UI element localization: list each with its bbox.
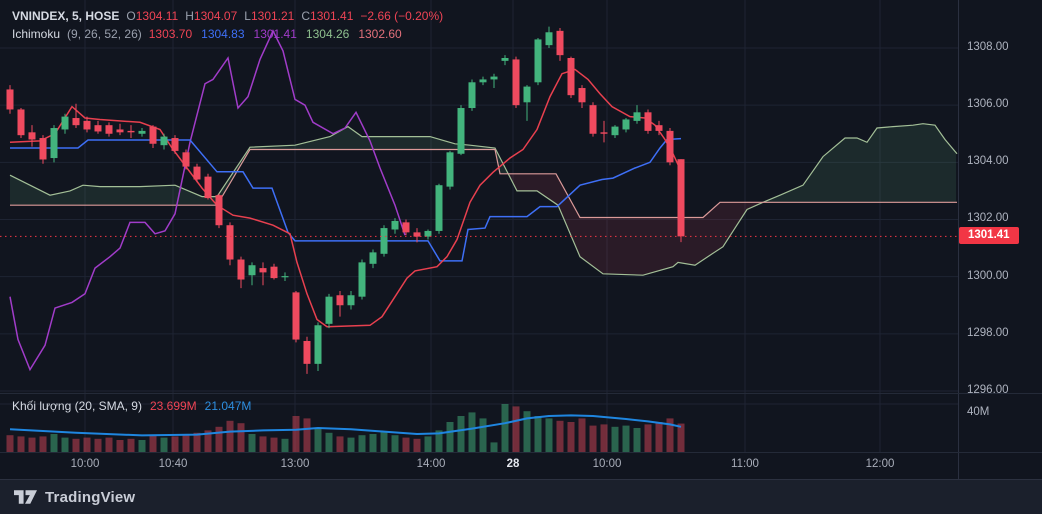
price-axis-label: 1306.00 <box>967 98 1009 111</box>
high-value: H1304.07 <box>185 9 238 23</box>
volume-sma-value: 21.047M <box>204 399 252 413</box>
time-axis[interactable]: 10:00 10:40 13:00 14:00 28 10:00 11:00 12:00 <box>0 452 958 479</box>
volume-current-value: 23.699M <box>149 399 197 413</box>
last-price-badge: 1301.41 <box>959 227 1019 245</box>
time-axis-label: 11:00 <box>731 458 759 470</box>
time-axis-label: 10:40 <box>158 458 188 470</box>
time-axis-label: 13:00 <box>280 458 310 470</box>
symbol-ohlc-row: VNINDEX, 5, HOSE O1304.11 H1304.07 L1301… <box>12 7 443 25</box>
volume-indicator-name: Khối lượng (20, SMA, 9) <box>12 399 142 413</box>
price-axis-label: 1308.00 <box>967 41 1009 53</box>
ichimoku-value: 1301.41 <box>253 27 297 41</box>
price-axis[interactable]: 1308.00 1306.00 1304.00 1302.00 1300.00 1298.… <box>958 0 1042 479</box>
time-axis-label: 14:00 <box>416 458 446 470</box>
ichimoku-value: 1302.60 <box>358 27 402 41</box>
ichimoku-values: 1303.70 1304.83 1301.41 1304.26 1302.60 <box>149 25 402 43</box>
open-value: O1304.11 <box>126 9 179 23</box>
indicator-name[interactable]: Ichimoku <box>12 27 61 41</box>
price-axis-label: 1298.00 <box>967 326 1009 339</box>
time-axis-label: 10:00 <box>592 458 622 470</box>
price-axis-label: 1296.00 <box>967 383 1009 396</box>
price-axis-label: 1302.00 <box>967 212 1009 225</box>
low-value: L1301.21 <box>244 9 295 23</box>
time-axis-label: 12:00 <box>865 458 895 470</box>
chart-legend[interactable]: VNINDEX, 5, HOSE O1304.11 H1304.07 L1301… <box>12 7 443 43</box>
time-axis-label: 10:00 <box>70 458 100 470</box>
tradingview-logo-icon[interactable] <box>14 490 37 504</box>
ichimoku-value: 1304.26 <box>305 27 350 41</box>
tradingview-brand-text[interactable]: TradingView <box>45 488 136 506</box>
time-axis-separator <box>0 452 1042 453</box>
volume-axis-label: 40M <box>967 406 990 418</box>
volume-legend[interactable]: Khối lượng (20, SMA, 9) 23.699M 21.047M <box>12 399 251 413</box>
change-value: −2.66 (−0.20%) <box>360 9 444 23</box>
price-axis-label: 1304.00 <box>967 155 1009 168</box>
close-value: C1301.41 <box>301 9 354 23</box>
ichimoku-value: 1304.83 <box>201 27 245 41</box>
footer-bar: TradingView <box>0 479 1042 514</box>
symbol-title[interactable]: VNINDEX, 5, HOSE <box>12 9 120 23</box>
pane-separator[interactable] <box>0 393 1042 394</box>
ichimoku-row: Ichimoku (9, 26, 52, 26) 1303.70 1304.83 1… <box>12 25 443 43</box>
indicator-params: (9, 26, 52, 26) <box>67 27 142 41</box>
price-axis-label: 1300.00 <box>967 269 1009 282</box>
ichimoku-value: 1303.70 <box>148 27 193 41</box>
price-volume-chart-canvas[interactable] <box>0 0 958 452</box>
time-axis-label: 28 <box>506 458 520 470</box>
